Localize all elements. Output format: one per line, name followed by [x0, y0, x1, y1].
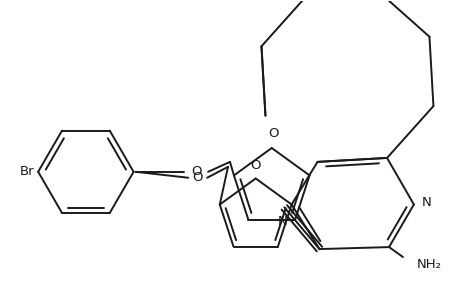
Text: N: N: [421, 196, 431, 209]
Text: Br: Br: [20, 165, 34, 178]
Text: O: O: [191, 171, 202, 184]
Text: O: O: [268, 127, 278, 140]
Text: NH₂: NH₂: [416, 258, 441, 272]
Text: O: O: [190, 165, 201, 178]
Text: N: N: [277, 215, 286, 228]
Text: O: O: [250, 158, 260, 172]
